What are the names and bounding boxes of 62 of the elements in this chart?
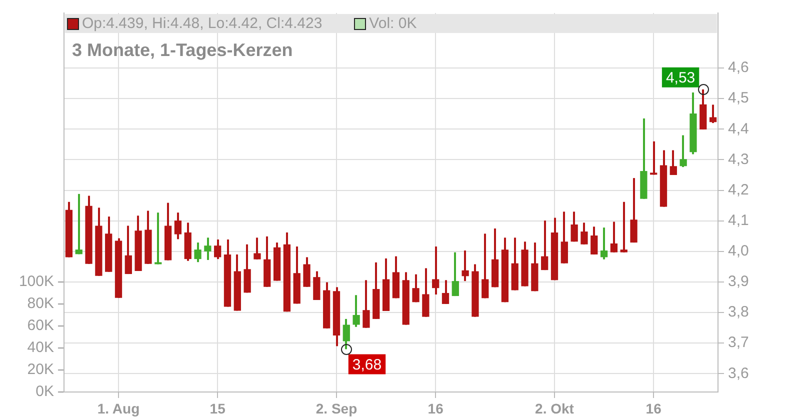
candlestick xyxy=(482,232,489,300)
y2-tick-label: 80K xyxy=(27,295,54,312)
candlestick xyxy=(570,210,578,243)
candlestick xyxy=(352,294,360,328)
candlestick xyxy=(75,192,82,256)
text: 3 Monate, 1-Tages-Kerzen xyxy=(72,40,293,60)
y2-tick-label: 40K xyxy=(27,339,54,356)
candlestick xyxy=(680,134,687,168)
y-tick-label: 4,6 xyxy=(728,59,749,76)
candlestick xyxy=(442,279,450,305)
annotation: 3,68 xyxy=(352,356,382,374)
candlestick xyxy=(541,220,548,272)
y-tick-label: 4,4 xyxy=(728,120,749,138)
candlestick xyxy=(154,212,162,266)
x-tick-label: 2. Sep xyxy=(316,400,358,416)
candlestick xyxy=(303,256,310,288)
x-tick-label: 15 xyxy=(210,400,226,416)
candlestick xyxy=(422,267,430,318)
candlestick xyxy=(600,226,608,260)
candlestick xyxy=(124,224,132,276)
candlestick xyxy=(214,238,222,260)
y-tick-label: 3,7 xyxy=(728,334,749,352)
candlestick xyxy=(590,226,598,256)
candlestick xyxy=(244,243,251,294)
candlestick xyxy=(204,236,212,261)
candlestick xyxy=(630,177,638,244)
y-tick-label: 3,9 xyxy=(728,273,749,290)
candlestick xyxy=(194,242,202,264)
y-tick-label: 4,3 xyxy=(728,150,749,168)
candlestick xyxy=(670,149,677,176)
candlestick xyxy=(174,212,182,240)
candlestick xyxy=(342,318,350,350)
candlestick xyxy=(254,236,261,260)
x-tick-label: 2. Okt xyxy=(535,400,574,416)
y-tick-label: 4,2 xyxy=(728,181,749,198)
candlestick xyxy=(620,200,628,254)
y-tick-label: 3,8 xyxy=(728,304,749,321)
candlestick xyxy=(709,104,717,124)
annotation: 4,53 xyxy=(666,70,696,87)
candlestick xyxy=(650,140,658,176)
y-tick-label: 4,5 xyxy=(728,90,749,107)
candlestick xyxy=(462,249,469,282)
candlestick xyxy=(412,273,420,304)
candlestick xyxy=(432,246,440,296)
y2-tick-label: 0K xyxy=(36,383,54,400)
y2-tick-label: 100K xyxy=(18,272,54,290)
candlestick xyxy=(580,222,588,246)
y2-tick-label: 20K xyxy=(27,361,54,378)
x-tick-label: 1. Aug xyxy=(97,400,140,416)
annotation: Vol: 0K xyxy=(369,14,417,33)
y-tick-label: 4,0 xyxy=(728,242,749,260)
candlestick xyxy=(313,270,320,301)
candlestick xyxy=(452,251,459,298)
y2-tick-label: 60K xyxy=(27,317,54,334)
candlestick xyxy=(560,210,568,264)
annotation: Op:4.439, Hi:4.48, Lo:4.42, Cl:4.423 xyxy=(82,14,322,33)
y-tick-label: 3,6 xyxy=(728,364,749,382)
candlestick xyxy=(362,279,370,329)
candlestick xyxy=(610,220,618,254)
x-tick-label: 16 xyxy=(428,400,444,416)
x-tick-label: 16 xyxy=(646,400,662,416)
y-tick-label: 4,1 xyxy=(728,212,749,229)
